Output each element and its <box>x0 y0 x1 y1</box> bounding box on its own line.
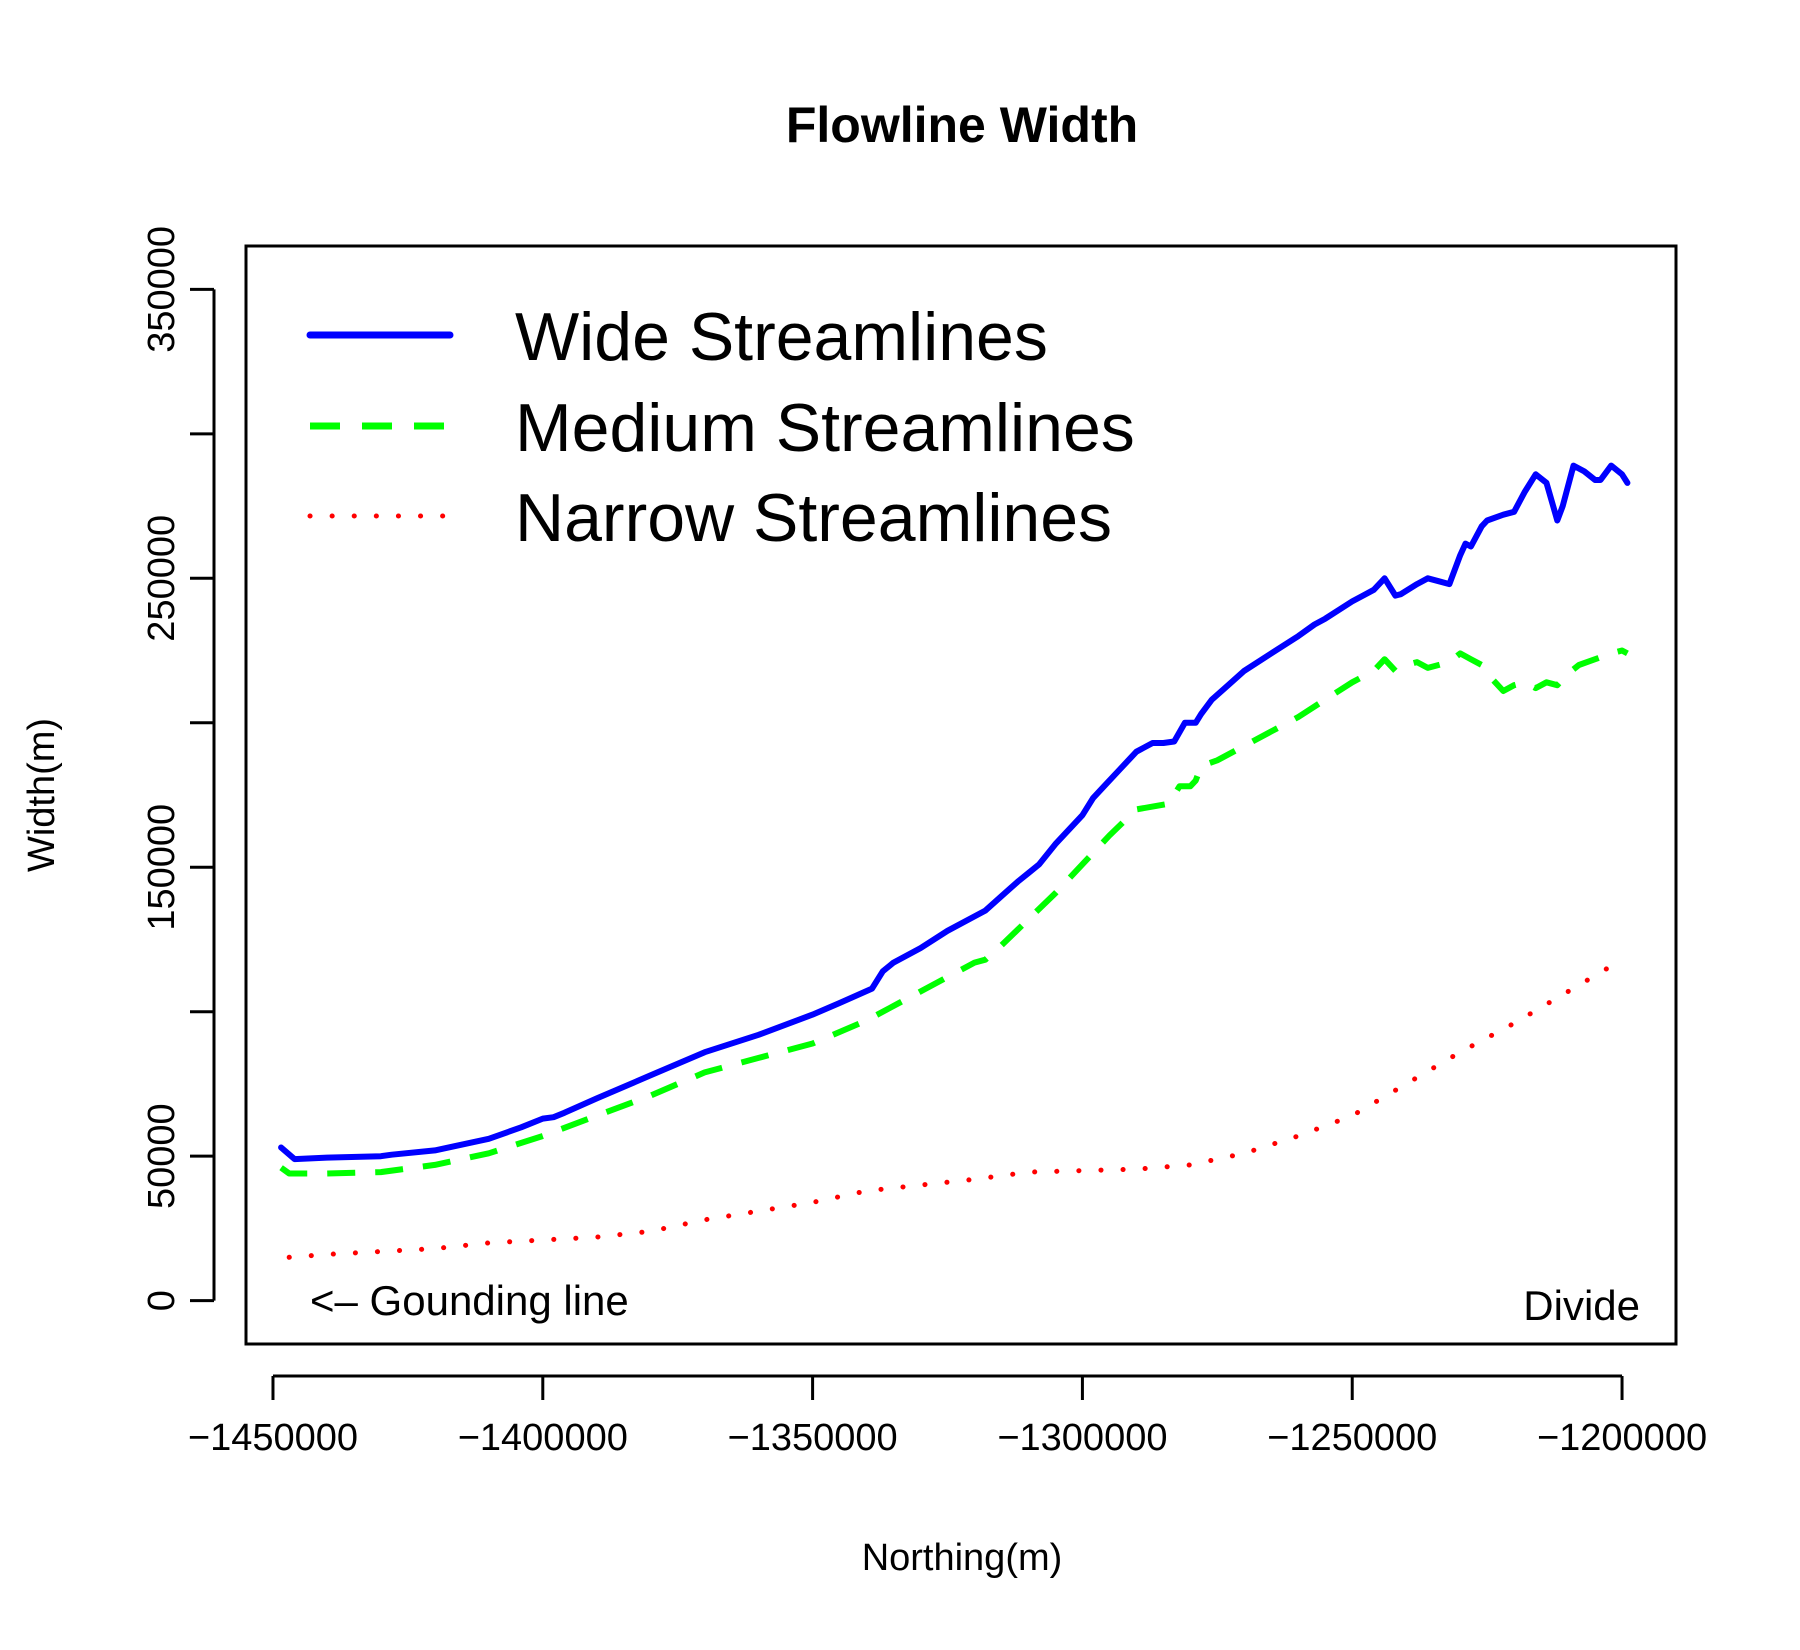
y-tick-label: 250000 <box>141 515 183 642</box>
y-tick-label: 350000 <box>141 226 183 353</box>
y-axis-label: Width(m) <box>21 718 63 872</box>
series-line-wide <box>278 462 1631 1163</box>
y-tick-label: 0 <box>141 1290 183 1311</box>
divide-annotation: Divide <box>1523 1282 1640 1329</box>
y-tick-label: 50000 <box>141 1103 183 1209</box>
x-axis: −1450000 −1400000 −1350000 −1300000 −1250000… <box>188 1374 1707 1459</box>
series-layer <box>278 462 1631 1260</box>
chart-title: Flowline Width <box>786 97 1138 153</box>
x-tick-label: −1350000 <box>728 1417 898 1459</box>
x-tick-label: −1250000 <box>1267 1417 1437 1459</box>
x-tick-label: −1400000 <box>458 1417 628 1459</box>
legend-label-wide: Wide Streamlines <box>515 299 1048 375</box>
legend: Wide Streamlines Medium Streamlines Narr… <box>306 299 1135 556</box>
x-tick-label: −1200000 <box>1537 1417 1707 1459</box>
legend-label-narrow: Narrow Streamlines <box>515 480 1112 556</box>
legend-label-medium: Medium Streamlines <box>515 390 1135 466</box>
grounding-line-annotation: <– Gounding line <box>310 1277 629 1324</box>
series-line-narrow <box>286 957 1625 1260</box>
y-axis: 0 50000 150000 250000 350000 <box>141 226 216 1311</box>
x-tick-label: −1450000 <box>188 1417 358 1459</box>
plot-frame <box>244 244 1678 1346</box>
series-line-medium <box>279 647 1629 1177</box>
x-tick-label: −1300000 <box>997 1417 1167 1459</box>
y-tick-label: 150000 <box>141 804 183 931</box>
x-axis-label: Northing(m) <box>862 1537 1063 1579</box>
